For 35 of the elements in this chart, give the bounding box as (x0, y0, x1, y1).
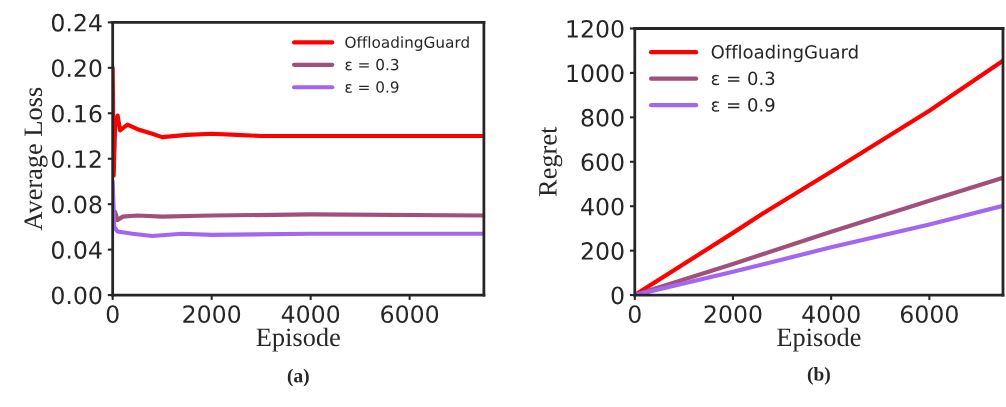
y-tick-label: 0 (611, 286, 624, 305)
x-axis-title: Episode (777, 327, 861, 352)
y-tick-label: 0.20 (51, 59, 102, 78)
y-tick-label: 1000 (567, 64, 624, 83)
x-tick-label: 2000 (704, 305, 762, 324)
y-axis-title: Average Loss (24, 87, 48, 231)
x-tick-label: 0 (106, 305, 119, 324)
legend-label: OffloadingGuard (345, 36, 469, 51)
y-tick-label: 0.08 (51, 195, 102, 214)
y-tick-label: 800 (581, 108, 624, 127)
text: (b) (807, 367, 830, 385)
y-tick-label: 0.00 (51, 286, 102, 305)
y-tick-label: 400 (581, 197, 624, 216)
line-series (112, 179, 484, 239)
x-axis-title: Episode (256, 327, 340, 352)
y-tick-label: 0.12 (51, 150, 101, 169)
y-tick-label: 1200 (567, 19, 624, 38)
y-axis-title: Regret (539, 126, 563, 197)
legend-label: ε = 0.3 (345, 58, 399, 71)
legend-label: OffloadingGuard (711, 44, 858, 63)
x-tick-label: 4000 (802, 305, 860, 324)
x-tick-label: 0 (628, 305, 641, 324)
x-tick-label: 6000 (381, 305, 439, 324)
y-tick-label: 0.16 (51, 104, 102, 123)
legend-label: ε = 0.9 (345, 81, 399, 93)
x-tick-label: 6000 (900, 305, 958, 324)
y-tick-label: 600 (581, 153, 624, 172)
legend-label: ε = 0.3 (711, 71, 775, 86)
y-tick-label: 200 (581, 242, 624, 260)
x-tick-label: 2000 (183, 305, 241, 324)
x-tick-label: 4000 (281, 305, 340, 324)
y-tick-label: 0.24 (51, 13, 102, 32)
text: (a) (287, 368, 309, 387)
y-tick-label: 0.04 (51, 241, 102, 259)
legend-label: ε = 0.9 (711, 98, 775, 112)
